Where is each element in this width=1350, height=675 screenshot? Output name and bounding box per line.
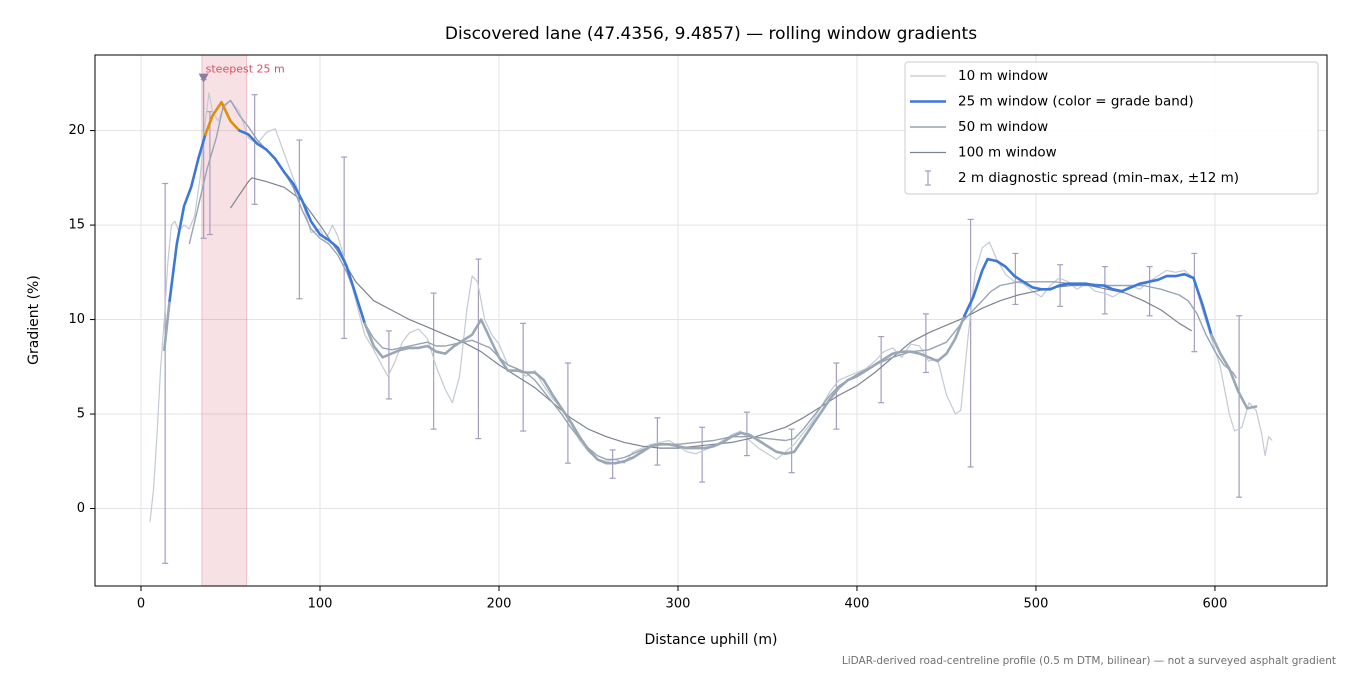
x-tick-label: 200 bbox=[487, 597, 512, 612]
error-bar bbox=[699, 426, 706, 483]
error-bar bbox=[162, 182, 169, 564]
legend-label: 50 m window bbox=[958, 119, 1048, 135]
line-segment bbox=[238, 129, 366, 325]
x-tick-label: 0 bbox=[137, 597, 145, 612]
error-bar bbox=[1146, 266, 1153, 317]
error-bar bbox=[430, 292, 437, 430]
y-tick-label: 10 bbox=[68, 312, 85, 327]
x-tick-label: 600 bbox=[1203, 597, 1228, 612]
legend-label: 10 m window bbox=[958, 68, 1048, 84]
error-bar bbox=[520, 322, 527, 432]
error-bar bbox=[967, 218, 974, 468]
error-bar bbox=[1191, 252, 1198, 353]
y-tick-label: 0 bbox=[77, 501, 85, 516]
legend-label: 100 m window bbox=[958, 145, 1057, 161]
error-bar bbox=[206, 111, 213, 236]
error-bar bbox=[833, 362, 840, 430]
highlight-band bbox=[201, 55, 248, 586]
legend-box bbox=[904, 61, 1319, 195]
error-bar bbox=[1101, 266, 1108, 315]
x-tick-label: 300 bbox=[666, 597, 691, 612]
y-tick-label: 20 bbox=[68, 123, 85, 138]
x-tick-label: 500 bbox=[1024, 597, 1049, 612]
line-segment bbox=[163, 299, 171, 352]
x-tick-label: 400 bbox=[845, 597, 870, 612]
error-bar bbox=[1236, 315, 1243, 498]
line bbox=[230, 177, 1193, 449]
error-bar bbox=[296, 139, 303, 300]
y-axis-label: Gradient (%) bbox=[26, 275, 42, 365]
x-tick-label: 100 bbox=[308, 597, 333, 612]
error-bar bbox=[788, 428, 795, 474]
line-segment bbox=[168, 133, 207, 302]
error-bar bbox=[878, 335, 885, 404]
legend-label: 25 m window (color = grade band) bbox=[958, 94, 1194, 110]
x-axis-label: Distance uphill (m) bbox=[645, 632, 778, 648]
plot-area bbox=[149, 55, 1273, 586]
plot-frame bbox=[94, 54, 1328, 587]
y-tick-label: 15 bbox=[68, 218, 85, 233]
legend: 10 m window 25 m window (color = grade ba… bbox=[904, 61, 1319, 195]
steepest-marker bbox=[198, 73, 209, 83]
line-segment bbox=[963, 257, 1213, 336]
annotation: steepest 25 m bbox=[206, 63, 285, 76]
footnote: LiDAR-derived road-centreline profile (0… bbox=[842, 655, 1336, 667]
line-segment bbox=[204, 100, 241, 136]
error-bar bbox=[564, 362, 571, 464]
y-tick-label: 5 bbox=[77, 407, 85, 422]
error-bar bbox=[922, 313, 929, 374]
error-bar bbox=[385, 330, 392, 400]
chart-title: Discovered lane (47.4356, 9.4857) — roll… bbox=[445, 24, 977, 44]
error-bar bbox=[341, 156, 348, 340]
legend-label: 2 m diagnostic spread (min–max, ±12 m) bbox=[958, 170, 1239, 186]
line-segment bbox=[1210, 333, 1258, 410]
line-segment bbox=[363, 314, 966, 465]
error-bar bbox=[654, 417, 661, 466]
error-bar bbox=[251, 94, 258, 205]
